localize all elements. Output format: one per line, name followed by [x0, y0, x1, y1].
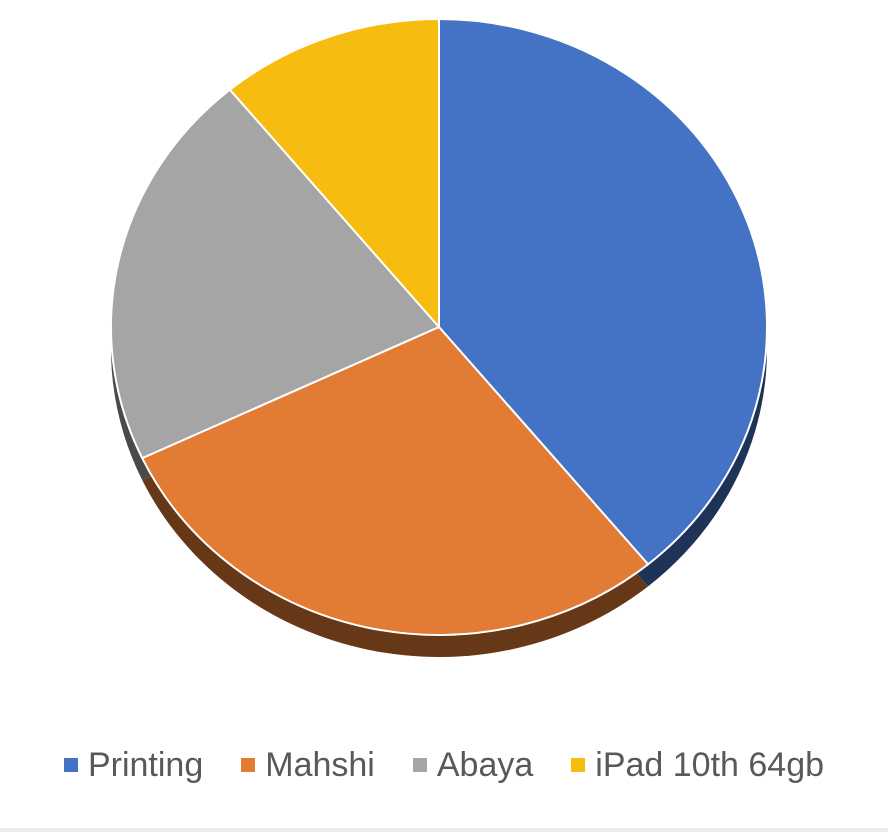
legend-label: iPad 10th 64gb — [595, 746, 825, 784]
legend-label: Printing — [87, 746, 204, 784]
legend-swatch — [571, 758, 586, 772]
bottom-divider — [0, 828, 888, 832]
pie-slice-printing[interactable] — [438, 18, 768, 566]
legend-label: Abaya — [436, 746, 534, 784]
legend-swatch — [63, 758, 78, 772]
pie-slice-abaya[interactable] — [110, 88, 440, 460]
pie-slices — [110, 18, 768, 636]
pie-slice-mahshi[interactable] — [141, 326, 650, 636]
legend-item-ipad-10th-64gb[interactable]: iPad 10th 64gb — [571, 748, 824, 782]
legend-item-abaya[interactable]: Abaya — [412, 746, 534, 784]
legend-swatch — [412, 758, 427, 772]
legend-label: Mahshi — [265, 746, 375, 784]
pie-slice-ipad-10th-64gb[interactable] — [228, 18, 440, 328]
chart-legend: Printing Mahshi Abaya iPad 10th 64gb — [0, 742, 888, 788]
legend-swatch — [241, 758, 256, 772]
legend-item-printing[interactable]: Printing — [63, 746, 204, 784]
legend-item-mahshi[interactable]: Mahshi — [241, 748, 375, 782]
pie-chart — [110, 18, 768, 658]
